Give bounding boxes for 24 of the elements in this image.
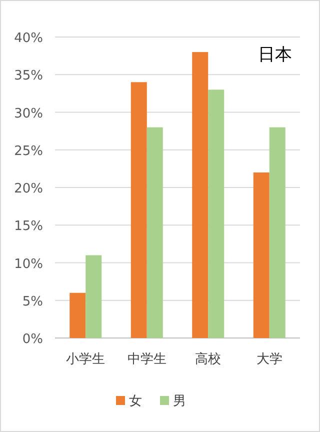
bar <box>130 82 147 338</box>
bar <box>70 292 86 338</box>
bar <box>269 127 286 338</box>
y-tick-label: 25% <box>14 144 43 159</box>
x-tick-label: 大学 <box>256 352 282 367</box>
bar <box>146 127 163 338</box>
y-tick-label: 30% <box>14 106 43 122</box>
bar <box>192 52 208 338</box>
text: 日本 <box>258 45 292 65</box>
legend-label: 女 <box>129 394 142 409</box>
y-tick-label: 35% <box>14 68 43 84</box>
bar <box>86 255 102 338</box>
bar <box>208 90 224 338</box>
x-tick-label: 中学生 <box>127 352 166 367</box>
bar <box>253 172 270 338</box>
legend-label: 男 <box>173 394 186 409</box>
y-tick-label: 20% <box>14 182 43 196</box>
y-tick-label: 10% <box>14 256 43 272</box>
x-tick-label: 小学生 <box>66 352 106 367</box>
y-tick-label: 0% <box>22 332 43 347</box>
y-tick-label: 40% <box>14 31 43 46</box>
y-tick-label: 5% <box>22 294 43 310</box>
y-tick-label: 15% <box>14 219 43 234</box>
x-tick-label: 高校 <box>195 351 222 367</box>
